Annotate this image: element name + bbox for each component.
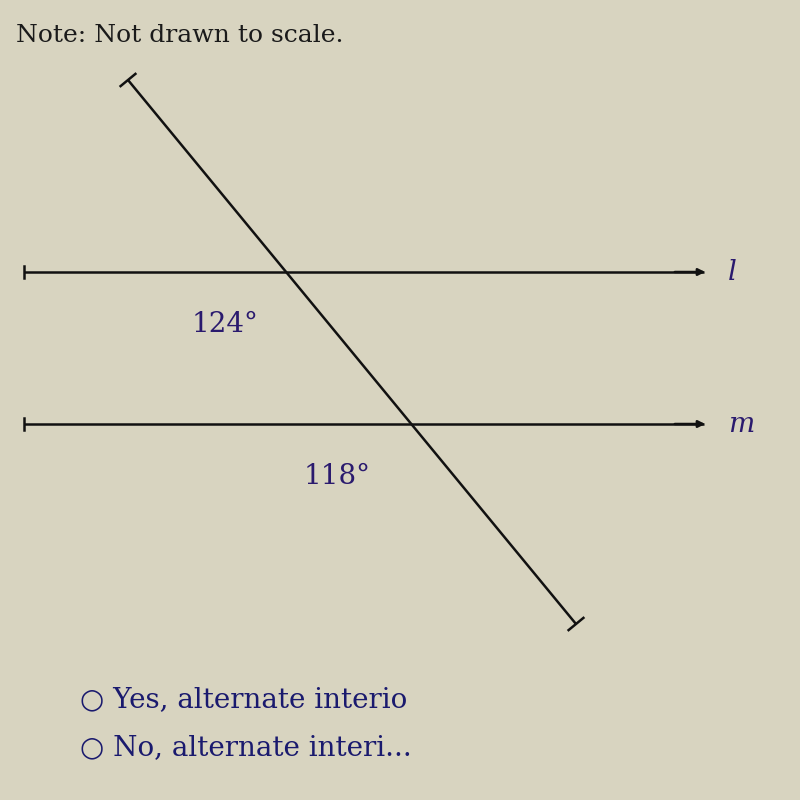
Text: ○ No, alternate interi...: ○ No, alternate interi... — [80, 734, 412, 762]
Text: l: l — [728, 258, 737, 286]
Text: 118°: 118° — [304, 462, 371, 490]
Text: m: m — [728, 410, 754, 438]
Text: ○ Yes, alternate interio: ○ Yes, alternate interio — [80, 686, 407, 714]
Text: Note: Not drawn to scale.: Note: Not drawn to scale. — [16, 24, 343, 47]
Text: 124°: 124° — [192, 310, 259, 338]
